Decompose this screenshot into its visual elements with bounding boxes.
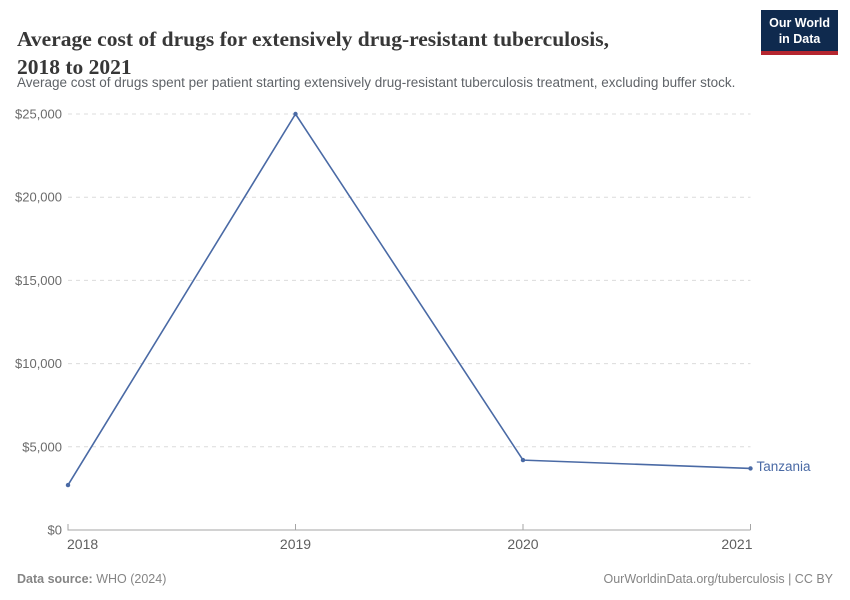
y-axis-tick-label: $15,000 xyxy=(15,273,62,288)
y-axis-tick-label: $10,000 xyxy=(15,356,62,371)
chart-title-line-2: 2018 to 2021 xyxy=(17,55,132,80)
y-axis-tick-label: $25,000 xyxy=(15,107,62,122)
chart-title-line-1: Average cost of drugs for extensively dr… xyxy=(17,27,609,52)
data-point[interactable] xyxy=(520,457,526,463)
y-axis-tick-label: $0 xyxy=(48,523,62,538)
chart-footer: Data source: WHO (2024) OurWorldinData.o… xyxy=(17,572,833,586)
x-axis-tick-label: 2021 xyxy=(721,536,752,552)
data-source-note: Data source: WHO (2024) xyxy=(17,572,166,586)
x-axis-tick-label: 2019 xyxy=(280,536,311,552)
owid-logo-line-1: Our World xyxy=(769,16,830,30)
owid-logo-line-2: in Data xyxy=(778,32,821,47)
series-label-tanzania[interactable]: Tanzania xyxy=(756,459,811,475)
x-axis-tick-label: 2020 xyxy=(507,536,538,552)
data-source-label: Data source: xyxy=(17,572,93,586)
y-axis-tick-label: $5,000 xyxy=(22,439,62,454)
chart-subtitle: Average cost of drugs spent per patient … xyxy=(17,75,736,90)
data-point[interactable] xyxy=(293,111,298,117)
series-line-tanzania[interactable] xyxy=(67,113,752,486)
x-axis-tick-label: 2018 xyxy=(67,536,98,552)
owid-credit-link[interactable]: OurWorldinData.org/tuberculosis | CC BY xyxy=(603,572,834,586)
data-point[interactable] xyxy=(748,466,753,471)
data-source-value: WHO (2024) xyxy=(96,572,167,586)
owid-logo[interactable]: Our World in Data xyxy=(761,10,838,55)
line-chart-plot: $0 $5,000 $10,000 $15,000 $20,000 $25,000 2018… xyxy=(15,107,753,553)
y-axis-tick-label: $20,000 xyxy=(15,190,62,205)
chart-title: Average cost of drugs for extensively dr… xyxy=(17,26,747,82)
data-point[interactable] xyxy=(65,482,71,488)
